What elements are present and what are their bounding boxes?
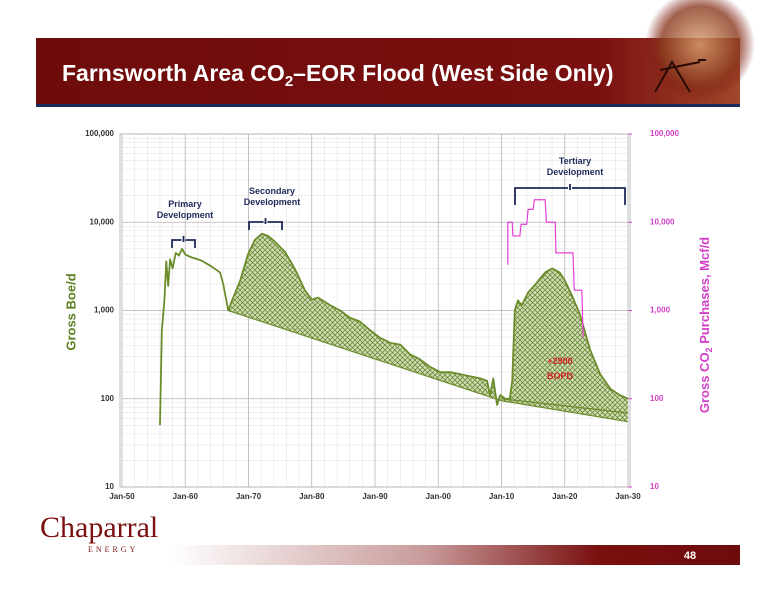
header-globe <box>645 0 755 100</box>
y-tick-label: 1,000 <box>94 306 115 315</box>
annotation-line: Development <box>157 210 214 220</box>
annotation: +2900 BOPD <box>547 356 574 381</box>
pumpjack-icon <box>654 59 706 93</box>
y-tick-label: 10 <box>105 482 114 491</box>
annotation: Primary Development <box>157 199 214 220</box>
annotation-line: Development <box>547 167 604 177</box>
annotation-line: +2900 <box>547 356 572 366</box>
header-rule <box>36 104 740 107</box>
bracket <box>171 236 196 248</box>
series-line <box>228 309 629 423</box>
y2-label-subscript: 2 <box>704 347 714 352</box>
slide-title: Farnsworth Area CO2–EOR Flood (West Side… <box>62 60 613 90</box>
x-tick-label: Jan-90 <box>362 492 388 501</box>
x-tick-label: Jan-10 <box>489 492 515 501</box>
y2-tick-label: 100,000 <box>650 129 679 138</box>
annotation: Tertiary Development <box>547 156 604 177</box>
logo-name: Chaparral <box>40 511 158 544</box>
chart: 10 100 1,000 10,000 100,000 10 100 1,000 10,000 1… <box>85 129 679 501</box>
annotation-line: Primary <box>168 199 202 209</box>
x-tick-label: Jan-60 <box>173 492 199 501</box>
x-tick-label: Jan-00 <box>426 492 452 501</box>
x-tick-label: Jan-50 <box>109 492 135 501</box>
annotation-line: Development <box>244 197 301 207</box>
y2-tick-label: 10,000 <box>650 217 675 226</box>
title-part: –EOR Flood (West Side Only) <box>293 60 613 86</box>
y2-label-part: Purchases, Mcf/d <box>697 237 712 348</box>
y-tick-label: 100,000 <box>85 129 114 138</box>
title-subscript: 2 <box>285 73 293 90</box>
footer-band <box>170 545 740 565</box>
annotation-line: Secondary <box>249 186 295 196</box>
x-tick-label: Jan-80 <box>299 492 325 501</box>
x-tick-label: Jan-70 <box>236 492 262 501</box>
y2-tick-label: 100 <box>650 394 664 403</box>
bracket <box>514 184 626 205</box>
y2-tick-label: 1,000 <box>650 306 671 315</box>
y-tick-label: 100 <box>101 394 115 403</box>
title-part: Farnsworth Area CO <box>62 60 285 86</box>
bracket <box>248 218 283 230</box>
logo-sub: ENERGY <box>88 545 138 554</box>
annotation: Secondary Development <box>244 186 301 207</box>
x-tick-label: Jan-20 <box>552 492 578 501</box>
y2-axis-label: Gross CO2 Purchases, Mcf/d <box>697 237 714 413</box>
x-tick-label: Jan-30 <box>615 492 641 501</box>
y-axis-label: Gross Boe/d <box>63 273 78 350</box>
series-line <box>501 398 629 414</box>
annotation-line: Tertiary <box>559 156 591 166</box>
y2-label-part: Gross CO <box>697 352 712 413</box>
series-line <box>507 199 584 338</box>
series-line <box>159 232 629 426</box>
y-tick-label: 10,000 <box>90 217 115 226</box>
gain-area <box>228 233 628 422</box>
header-band <box>36 38 740 104</box>
annotation-line: BOPD <box>547 371 574 381</box>
y2-tick-label: 10 <box>650 482 659 491</box>
page-number: 48 <box>684 550 696 562</box>
